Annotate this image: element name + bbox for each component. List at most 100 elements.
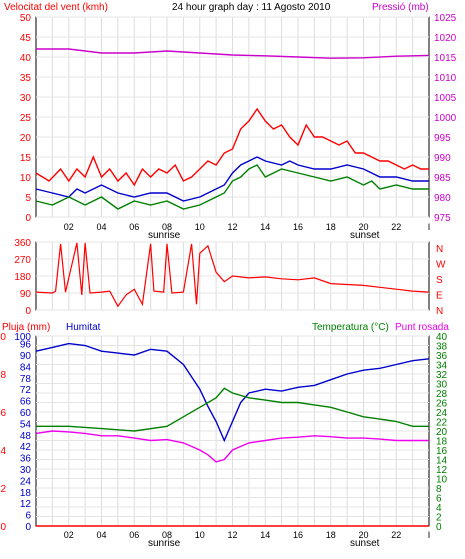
sunset-label-bottom: sunset: [350, 538, 380, 549]
humidity-tick-label: 0: [25, 522, 31, 533]
chart-title: 24 hour graph day : 11 Agosto 2010: [172, 2, 331, 13]
direction-tick-label: 360: [14, 238, 31, 249]
hour-tick-label: 08: [162, 222, 172, 232]
series-line-2: [35, 164, 429, 210]
compass-label: W: [436, 260, 446, 271]
hour-tick-label: 08: [162, 530, 172, 540]
temperature-tick-label: 40: [436, 332, 448, 343]
hour-tick-label: 20: [358, 222, 368, 232]
temperature-tick-label: 36: [436, 351, 448, 362]
pressure-axis-label: Pressió (mb): [372, 2, 429, 13]
temperature-tick-label: 2: [436, 513, 442, 524]
hour-tick-label: 02: [64, 222, 74, 232]
wind-tick-label: 5: [25, 193, 31, 204]
rain-tick-label: 6: [0, 408, 6, 419]
series-line-3: [36, 48, 430, 59]
pressure-tick-label: 995: [434, 133, 451, 144]
wind-tick-label: 20: [20, 133, 32, 144]
hour-tick-label: 18: [326, 530, 336, 540]
humidity-tick-label: 6: [25, 511, 31, 522]
hour-tick-label: 20: [358, 530, 368, 540]
wind-tick-label: 45: [20, 33, 32, 44]
hour-tick-label: 10: [195, 222, 205, 232]
series-line-0: [35, 107, 429, 187]
humidity-tick-label: 48: [20, 431, 32, 442]
direction-line-0: [35, 242, 430, 308]
wind-tick-label: 50: [20, 13, 32, 24]
rain-tick-label: 4: [0, 446, 6, 457]
direction-tick-label: 180: [14, 272, 31, 283]
pressure-tick-label: 1005: [434, 93, 457, 104]
humidity-tick-label: 42: [20, 442, 32, 453]
temperature-tick-label: 14: [436, 456, 448, 467]
hour-tick-label: 22: [391, 222, 401, 232]
hour-tick-label: 02: [64, 530, 74, 540]
temperature-tick-label: 4: [436, 503, 442, 514]
temperature-tick-label: 18: [436, 437, 448, 448]
temperature-tick-label: 10: [436, 475, 448, 486]
temperature-tick-label: 20: [436, 427, 448, 438]
wind-tick-label: 15: [20, 153, 32, 164]
humidity-tick-label: 78: [20, 374, 32, 385]
temperature-tick-label: 34: [436, 361, 448, 372]
humidity-axis-label: Humitat: [66, 322, 101, 333]
temperature-tick-label: 22: [436, 418, 448, 429]
hour-tick-label: 06: [129, 530, 139, 540]
pressure-tick-label: 975: [434, 213, 451, 224]
hour-tick-label: 14: [260, 222, 270, 232]
humidity-tick-label: 30: [20, 465, 32, 476]
top-panel: Velocitat del vent (kmh) 24 hour graph d…: [4, 2, 457, 241]
humidity-tick-label: 96: [20, 340, 32, 351]
compass-label: N: [436, 244, 443, 255]
pressure-tick-label: 1020: [434, 33, 457, 44]
wind-tick-label: 10: [20, 173, 32, 184]
pressure-tick-label: 990: [434, 153, 451, 164]
temperature-tick-label: 12: [436, 465, 448, 476]
rain-tick-label: 10: [0, 332, 6, 343]
sunset-label-top: sunset: [350, 230, 380, 241]
sunrise-label-top: sunrise: [148, 230, 181, 241]
pressure-tick-label: 1000: [434, 113, 457, 124]
compass-label: S: [436, 275, 443, 286]
hour-tick-label: I: [428, 222, 431, 232]
wind-tick-label: 25: [20, 113, 32, 124]
humidity-tick-label: 66: [20, 397, 32, 408]
hour-tick-label: 22: [391, 530, 401, 540]
sunrise-label-bottom: sunrise: [148, 538, 181, 549]
wind-tick-label: 40: [20, 53, 32, 64]
hour-tick-label: 16: [293, 530, 303, 540]
hour-tick-label: 16: [293, 222, 303, 232]
direction-tick-label: 90: [20, 289, 32, 300]
bottom-series-line-2: [35, 430, 429, 463]
bottom-panel: Pluja (mm) Humitat Temperatura (°C) Punt…: [0, 322, 449, 549]
humidity-tick-label: 100: [14, 332, 31, 343]
pressure-tick-label: 985: [434, 173, 451, 184]
temperature-tick-label: 38: [436, 342, 448, 353]
humidity-tick-label: 18: [20, 488, 32, 499]
pressure-tick-label: 1015: [434, 53, 457, 64]
bottom-series-line-1: [36, 387, 429, 432]
bottom-series-line-0: [35, 342, 430, 443]
hour-tick-label: 04: [96, 222, 106, 232]
rain-tick-label: 2: [0, 484, 6, 495]
humidity-tick-label: 36: [20, 454, 32, 465]
hour-tick-label: 06: [129, 222, 139, 232]
hour-tick-label: 14: [260, 530, 270, 540]
direction-tick-label: 0: [25, 306, 31, 317]
hour-tick-label: 18: [326, 222, 336, 232]
series-line-1: [35, 156, 429, 202]
pressure-tick-label: 1010: [434, 73, 457, 84]
temperature-tick-label: 30: [436, 380, 448, 391]
hour-tick-label: 04: [96, 530, 106, 540]
pressure-tick-label: 1025: [434, 13, 457, 24]
wind-tick-label: 30: [20, 93, 32, 104]
temperature-tick-label: 26: [436, 399, 448, 410]
hour-tick-label: I: [428, 530, 431, 540]
temperature-axis-label: Temperatura (°C): [312, 322, 389, 333]
hour-tick-label: 12: [227, 222, 237, 232]
humidity-tick-label: 84: [20, 362, 32, 373]
humidity-tick-label: 60: [20, 408, 32, 419]
wind-tick-label: 0: [25, 213, 31, 224]
rain-tick-label: 0: [0, 522, 6, 533]
